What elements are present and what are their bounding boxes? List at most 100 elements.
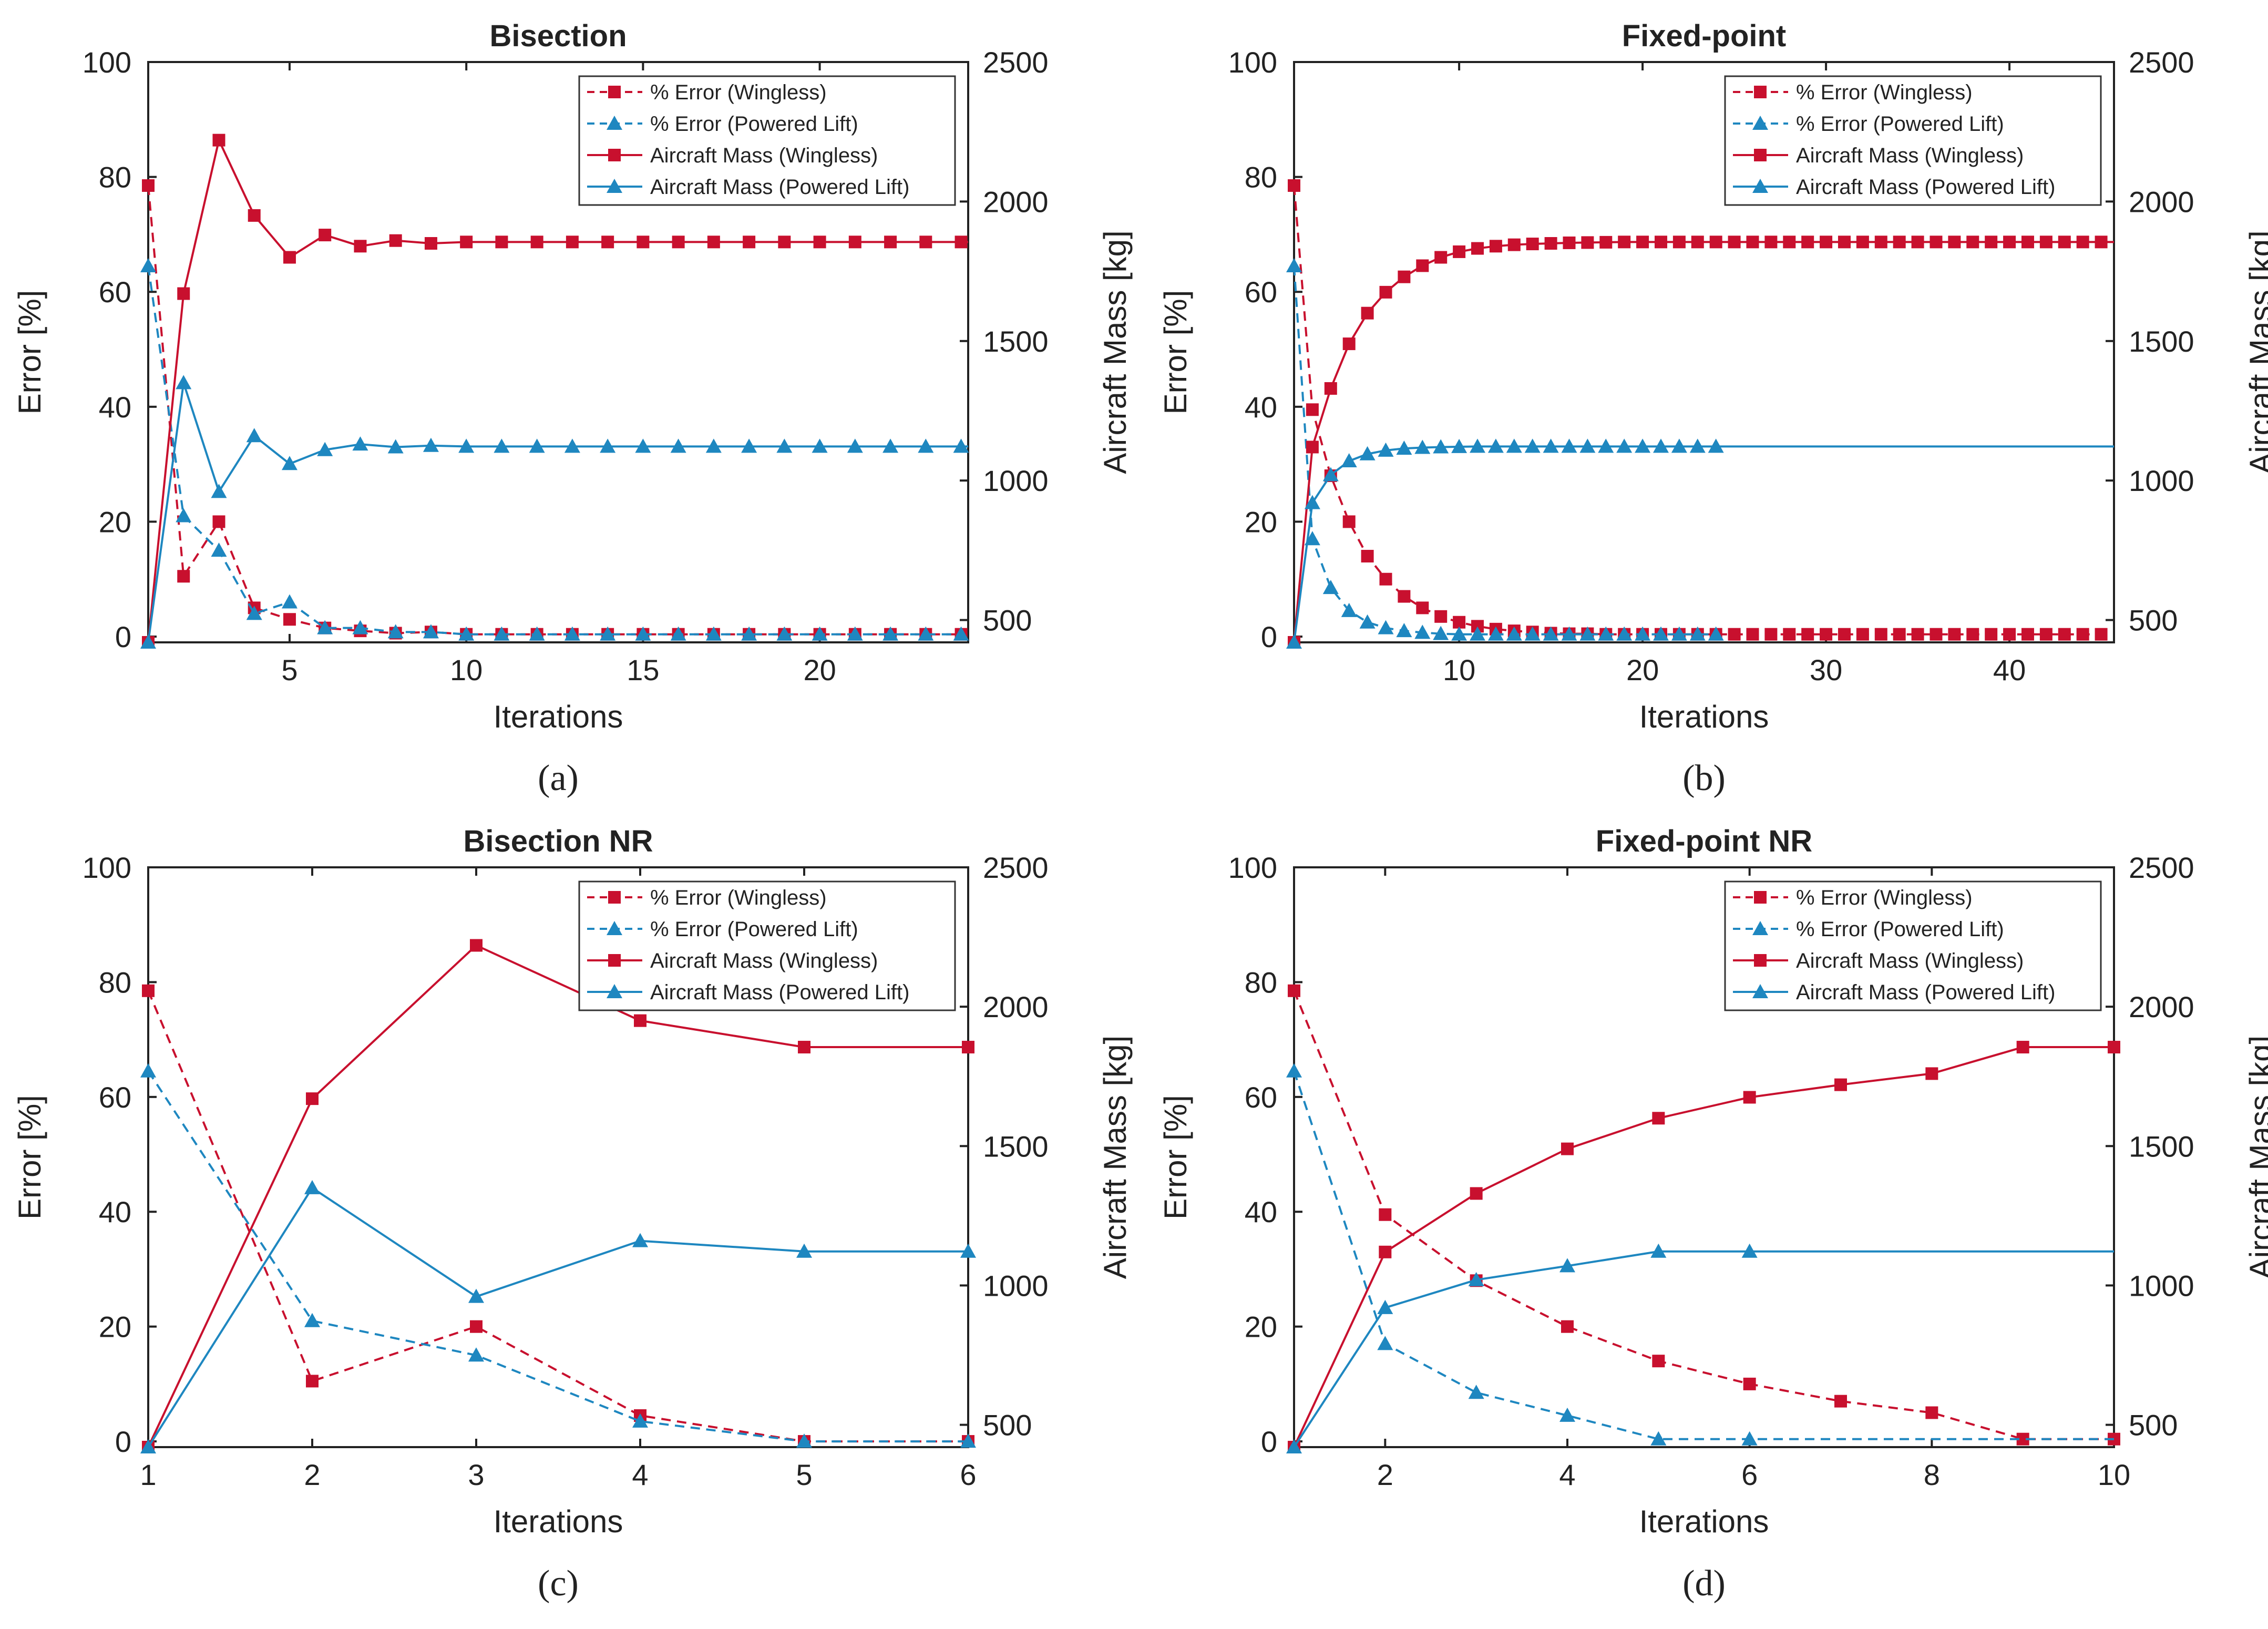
data-point: [1524, 626, 1541, 641]
data-point: [1930, 235, 1943, 249]
series-error-powered-lift: [1286, 258, 1724, 641]
data-point: [1708, 626, 1724, 641]
series-aircraft-mass-powered-lift: [140, 1180, 976, 1453]
data-point: [1838, 235, 1851, 249]
data-point: [1543, 626, 1559, 641]
y2-tick-label: 2500: [983, 46, 1049, 79]
data-point: [1398, 590, 1411, 603]
data-point: [1579, 626, 1596, 641]
data-point: [1559, 1407, 1575, 1422]
data-point: [1925, 1406, 1938, 1419]
data-point: [1746, 235, 1759, 249]
data-point: [741, 626, 757, 641]
data-point: [1471, 242, 1484, 255]
chart-panel-b: Fixed-point 10 20 30 40 0 20 40 60 80 100 500 1000 15…: [1158, 19, 2268, 798]
data-point: [1741, 1243, 1758, 1258]
data-point: [1783, 235, 1796, 249]
data-point: [530, 235, 543, 249]
data-point: [847, 626, 863, 641]
data-point: [1544, 237, 1557, 250]
panel-caption: (b): [1682, 758, 1726, 798]
legend-box: [1724, 75, 2102, 206]
series-line: [147, 1186, 968, 1448]
data-point: [776, 438, 793, 453]
legend: % Error (Wingless) % Error (Powered Lift)…: [1724, 75, 2102, 206]
y-tick-label: 20: [99, 1310, 131, 1344]
legend: % Error (Wingless) % Error (Powered Lift)…: [578, 880, 956, 1011]
x-tick-label: 6: [960, 1458, 976, 1491]
data-point: [387, 439, 404, 454]
data-point: [1743, 1091, 1756, 1104]
legend-label: % Error (Powered Lift): [1796, 112, 2004, 136]
x-tick-label: 4: [1559, 1458, 1575, 1491]
data-point: [1598, 626, 1614, 641]
legend-label: Aircraft Mass (Wingless): [1796, 949, 2024, 972]
y-tick-label: 100: [1228, 851, 1277, 884]
data-point: [1342, 337, 1356, 351]
data-point: [176, 508, 192, 522]
data-point: [1820, 628, 1833, 641]
data-point: [882, 626, 899, 641]
data-point: [1306, 403, 1319, 416]
data-point: [212, 134, 225, 147]
data-point: [1636, 235, 1649, 249]
data-point: [529, 626, 545, 641]
data-point: [1526, 238, 1539, 251]
legend-box: [578, 880, 956, 1011]
legend-marker: [1752, 921, 1768, 935]
y-tick-label: 100: [83, 851, 131, 884]
y2-tick-label: 1500: [983, 325, 1049, 358]
data-point: [1985, 235, 1998, 249]
data-point: [918, 626, 934, 641]
series-line: [147, 1070, 968, 1443]
data-point: [813, 235, 826, 249]
y-tick-label: 20: [99, 505, 131, 538]
plot-frame: [147, 61, 969, 643]
y2-tick-label: 500: [983, 1409, 1032, 1442]
data-point: [1966, 628, 1979, 641]
data-point: [468, 1288, 484, 1303]
legend-box: [578, 75, 956, 206]
data-point: [600, 626, 616, 641]
data-point: [1635, 438, 1651, 453]
data-point: [470, 1320, 483, 1333]
chart-title: Fixed-point NR: [1596, 824, 1812, 858]
y-axis-label: Error [%]: [1158, 290, 1193, 415]
data-point: [1396, 440, 1412, 455]
data-point: [1653, 626, 1669, 641]
data-point: [1416, 259, 1429, 272]
data-point: [424, 237, 437, 250]
data-point: [1507, 238, 1521, 251]
legend-marker: [1754, 891, 1767, 904]
y2-tick-label: 2000: [983, 185, 1049, 218]
legend-marker: [607, 116, 622, 130]
data-point: [1561, 1320, 1574, 1333]
data-point: [306, 1375, 319, 1388]
data-point: [1524, 438, 1541, 453]
data-point: [142, 179, 155, 192]
data-point: [1377, 1299, 1393, 1314]
data-point: [495, 235, 508, 249]
legend-marker: [1754, 149, 1767, 161]
data-point: [1966, 235, 1979, 249]
data-point: [2016, 1041, 2029, 1054]
y-tick-label: 80: [1245, 161, 1277, 194]
data-point: [494, 438, 510, 453]
legend-marker: [1752, 116, 1768, 130]
data-point: [960, 1243, 976, 1258]
series-line: [147, 265, 961, 636]
data-point: [1433, 626, 1449, 640]
data-point: [458, 626, 475, 641]
data-point: [304, 1313, 320, 1327]
data-point: [564, 626, 580, 641]
data-point: [778, 235, 791, 249]
y2-tick-label: 1000: [983, 464, 1049, 497]
legend-label: Aircraft Mass (Powered Lift): [1796, 176, 2055, 199]
chart-title: Fixed-point: [1622, 19, 1787, 53]
y2-tick-label: 2500: [2129, 851, 2194, 884]
series-line: [1293, 241, 2114, 643]
data-point: [248, 209, 261, 222]
x-axis-label: Iterations: [1639, 699, 1769, 734]
data-point: [1379, 285, 1392, 299]
y2-tick-label: 500: [2129, 1409, 2178, 1442]
